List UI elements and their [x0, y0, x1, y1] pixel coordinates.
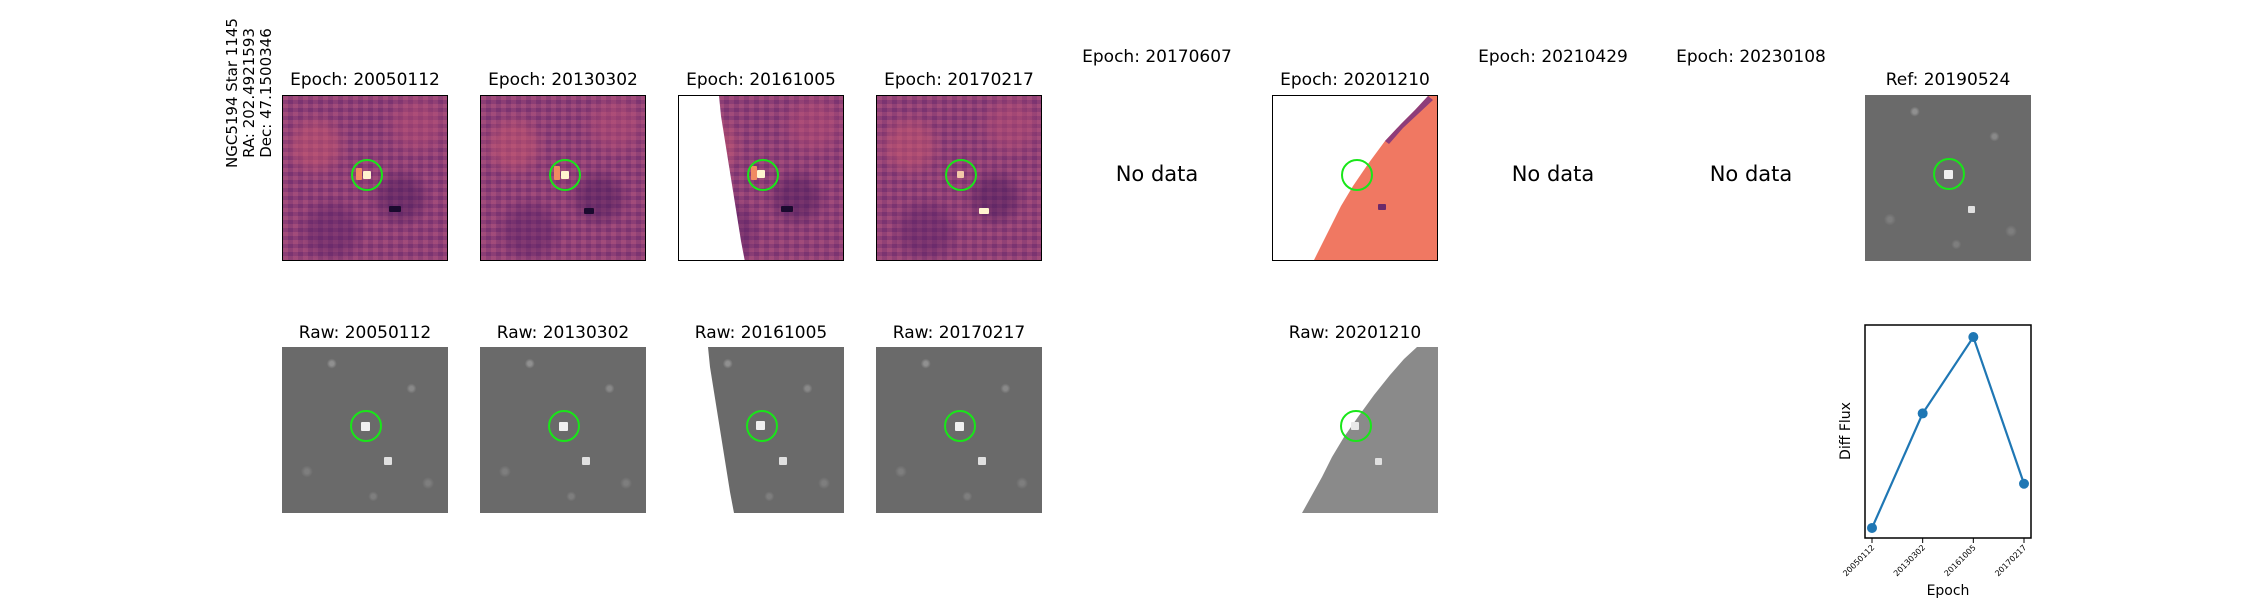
data-point: [1968, 332, 1979, 343]
source-negative-residual: [584, 208, 594, 214]
raw-panel-title: Raw: 20170217: [892, 323, 1026, 343]
source-negative-residual: [1378, 204, 1386, 210]
raw-image-panel: [480, 347, 646, 513]
data-point: [2019, 478, 2029, 489]
aperture-circle: [351, 159, 383, 191]
diff-image-panel: [282, 95, 448, 261]
aperture-circle: [1933, 158, 1965, 190]
diff-panel-title: Epoch: 20050112: [290, 70, 440, 90]
masked-region: [679, 96, 745, 260]
target-ra: RA: 202.4921593: [240, 28, 258, 158]
diff-image-panel: [876, 95, 1042, 261]
plot-frame: [1864, 324, 2032, 539]
data-region: [1314, 96, 1437, 260]
aperture-circle: [1340, 410, 1372, 442]
raw-image-panel: [282, 347, 448, 513]
x-tick-label: 20170217: [1993, 543, 2028, 578]
aperture-circle: [944, 410, 976, 442]
masked-region: [678, 347, 734, 513]
neighbor-star: [1375, 458, 1382, 465]
diff-panel-title: Epoch: 20170607: [1082, 47, 1232, 67]
target-info-label: NGC5194 Star 1145 RA: 202.4921593 Dec: 4…: [223, 8, 284, 178]
target-dec: Dec: 47.1500346: [257, 28, 275, 158]
diff-image-panel: [480, 95, 646, 261]
no-data-label: No data: [1511, 162, 1595, 186]
neighbor-star: [582, 457, 590, 465]
no-data-label: No data: [1115, 162, 1199, 186]
aperture-circle: [350, 410, 382, 442]
diff-panel-title: Epoch: 20210429: [1478, 47, 1628, 67]
diff-image-panel: [678, 95, 844, 261]
data-point: [1867, 522, 1877, 533]
raw-panel-title: Raw: 20050112: [298, 323, 432, 343]
x-tick-label: 20161005: [1943, 543, 1978, 578]
diff-panel-title: Epoch: 20170217: [884, 70, 1034, 90]
x-tick-label: 20130302: [1892, 543, 1927, 578]
x-axis-label: Epoch: [1927, 583, 1970, 599]
raw-panel-title: Raw: 20161005: [694, 323, 828, 343]
diff-panel-title: Epoch: 20161005: [686, 70, 836, 90]
reference-panel-title: Ref: 20190524: [1885, 70, 2011, 90]
series-line: [1870, 334, 2026, 529]
y-axis-label: Diff Flux: [1838, 402, 1854, 460]
source-negative-residual: [389, 206, 401, 212]
aperture-circle: [747, 159, 779, 191]
aperture-circle: [1341, 159, 1373, 191]
neighbor-star: [1968, 206, 1975, 213]
aperture-circle: [746, 410, 778, 442]
no-data-label: No data: [1709, 162, 1793, 186]
light-curve-chart: 20050112 20130302 20161005 20170217 Diff Fl…: [1838, 324, 2032, 599]
raw-image-panel: [876, 347, 1042, 513]
data-point: [1917, 408, 1928, 419]
reference-image-panel: [1865, 95, 2031, 261]
aperture-circle: [549, 159, 581, 191]
raw-panel-title: Raw: 20201210: [1288, 323, 1422, 343]
neighbor-star: [779, 457, 787, 465]
source-negative-residual: [781, 206, 793, 212]
neighbor-star: [978, 457, 986, 465]
source-residual: [979, 208, 989, 214]
aperture-circle: [548, 410, 580, 442]
diff-panel-title: Epoch: 20201210: [1280, 70, 1430, 90]
diff-panel-title: Epoch: 20130302: [488, 70, 638, 90]
raw-panel-title: Raw: 20130302: [496, 323, 630, 343]
neighbor-star: [384, 457, 392, 465]
target-name: NGC5194 Star 1145: [223, 18, 241, 168]
diff-panel-title: Epoch: 20230108: [1676, 47, 1826, 67]
aperture-circle: [945, 159, 977, 191]
diff-image-panel: [1272, 95, 1438, 261]
raw-image-panel: [1272, 347, 1438, 513]
raw-image-panel: [678, 347, 844, 513]
x-tick-label: 20050112: [1841, 543, 1876, 578]
